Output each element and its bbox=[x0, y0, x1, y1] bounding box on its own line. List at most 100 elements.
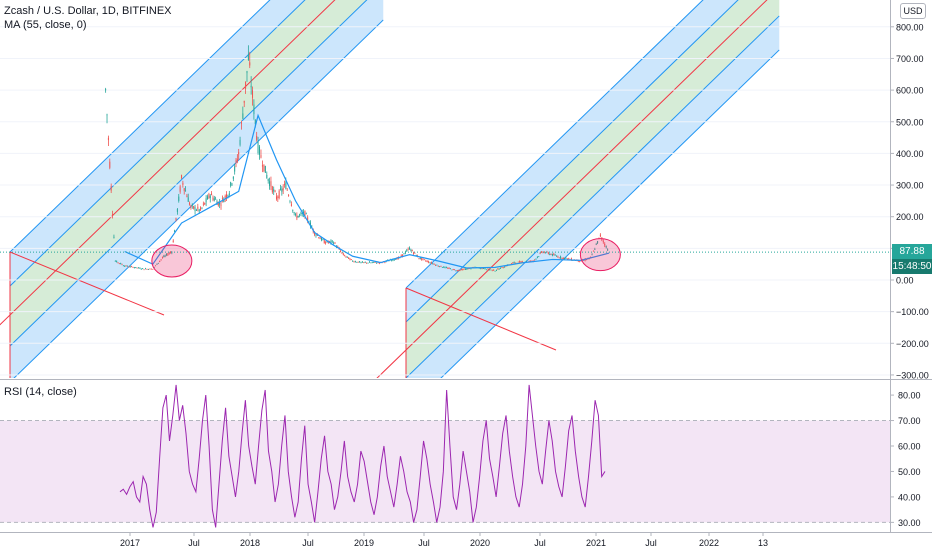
candle-body bbox=[135, 266, 137, 268]
candle-body bbox=[560, 256, 562, 259]
x-tick-label: Jul bbox=[534, 538, 546, 548]
symbol-title[interactable]: Zcash / U.S. Dollar, 1D, BITFINEX bbox=[4, 5, 172, 17]
candle-body bbox=[445, 267, 447, 269]
candle-body bbox=[235, 160, 237, 163]
candle-body bbox=[122, 265, 124, 267]
candle-body bbox=[164, 255, 166, 257]
candle-body bbox=[400, 255, 402, 257]
candle-body bbox=[377, 262, 379, 264]
candle-body bbox=[114, 260, 116, 262]
candle-body bbox=[131, 266, 133, 268]
candle-body bbox=[395, 259, 397, 260]
candle-body bbox=[198, 209, 200, 212]
candle-body bbox=[183, 188, 185, 191]
currency-badge[interactable]: USD bbox=[900, 3, 926, 19]
candle-body bbox=[604, 243, 606, 246]
candle-body bbox=[232, 176, 234, 179]
pitchfork-line bbox=[440, 49, 780, 378]
candle-body bbox=[570, 258, 572, 261]
candle-body bbox=[513, 261, 515, 263]
rsi-tick-label: 60.00 bbox=[898, 442, 921, 452]
candle-body bbox=[532, 260, 534, 262]
candle-body bbox=[278, 190, 280, 198]
candle-body bbox=[267, 178, 269, 181]
candle-body bbox=[207, 196, 209, 200]
candle-body bbox=[561, 257, 563, 259]
candle-body bbox=[239, 139, 241, 145]
candle-body bbox=[586, 259, 588, 261]
candle-body bbox=[487, 268, 489, 270]
y-tick-label: 200.00 bbox=[896, 212, 924, 222]
candle-body bbox=[430, 262, 432, 264]
candle-body bbox=[189, 202, 191, 205]
candle-body bbox=[299, 214, 301, 216]
candle-body bbox=[161, 257, 163, 259]
candle-body bbox=[488, 269, 490, 271]
candle-body bbox=[292, 209, 294, 211]
candle-body bbox=[504, 266, 506, 268]
candle-body bbox=[190, 205, 192, 208]
candle-body bbox=[304, 210, 306, 217]
pitchfork-drawings[interactable] bbox=[0, 0, 780, 524]
price-axis[interactable]: 800.00 700.00 600.00 500.00 400.00 300.00 200.… bbox=[890, 22, 929, 380]
candle-body bbox=[443, 266, 445, 268]
ma-legend[interactable]: MA (55, close, 0) bbox=[4, 19, 87, 31]
candle-body bbox=[201, 207, 203, 209]
candle-body bbox=[456, 270, 458, 272]
candle-body bbox=[315, 234, 317, 236]
candle-body bbox=[194, 207, 196, 211]
time-axis[interactable]: 2017 Jul 2018 Jul 2019 Jul 2020 Jul 2021 Jul 2022 1… bbox=[120, 532, 768, 548]
candle-body bbox=[249, 62, 251, 66]
candle-body bbox=[345, 256, 347, 258]
rsi-legend-label[interactable]: RSI (14, close) bbox=[4, 386, 77, 398]
candle-body bbox=[245, 81, 247, 89]
candle-body bbox=[579, 261, 581, 263]
candle-body bbox=[505, 265, 507, 267]
candle-body bbox=[205, 198, 207, 203]
pitchfork-line bbox=[13, 19, 384, 378]
rsi-tick-label: 70.00 bbox=[898, 416, 921, 426]
candle-body bbox=[143, 269, 145, 271]
candle-body bbox=[562, 257, 564, 259]
candle-body bbox=[155, 265, 157, 267]
candle-body bbox=[217, 201, 219, 206]
candle-body bbox=[419, 257, 421, 259]
candle-body bbox=[551, 253, 553, 256]
candle-body bbox=[501, 267, 503, 268]
y-tick-label: 400.00 bbox=[896, 149, 924, 159]
candle-body bbox=[243, 100, 245, 103]
candle-body bbox=[301, 212, 303, 214]
highlight-circles[interactable] bbox=[151, 238, 621, 278]
candle-body bbox=[330, 240, 332, 243]
pitchfork-base-1 bbox=[9, 251, 165, 316]
candle-body bbox=[360, 262, 362, 263]
candle-body bbox=[448, 267, 450, 269]
candle-body bbox=[370, 262, 372, 264]
candle-body bbox=[495, 270, 497, 272]
candle-body bbox=[264, 165, 266, 173]
candle-body bbox=[187, 197, 189, 202]
pitchfork-median bbox=[376, 0, 768, 378]
candle-body bbox=[439, 266, 441, 268]
candle-body bbox=[497, 268, 499, 270]
candle-body bbox=[484, 268, 486, 270]
candle-body bbox=[319, 238, 321, 240]
candle-body bbox=[223, 200, 225, 203]
rsi-axis[interactable]: 80.00 70.00 60.00 50.00 40.00 30.00 bbox=[890, 391, 921, 528]
candle-body bbox=[565, 257, 567, 259]
candle-body bbox=[293, 212, 295, 214]
candle-body bbox=[295, 214, 297, 215]
candle-body bbox=[543, 251, 545, 253]
candle-body bbox=[105, 89, 107, 91]
candle-body bbox=[281, 188, 283, 192]
candle-body bbox=[250, 85, 252, 88]
candle-body bbox=[352, 260, 354, 262]
candle-body bbox=[413, 252, 415, 254]
candle-body bbox=[242, 113, 244, 119]
candle-body bbox=[426, 261, 428, 262]
candle-body bbox=[208, 193, 210, 198]
candle-body bbox=[607, 249, 609, 251]
candle-body bbox=[246, 71, 248, 74]
candle-body bbox=[331, 240, 333, 242]
